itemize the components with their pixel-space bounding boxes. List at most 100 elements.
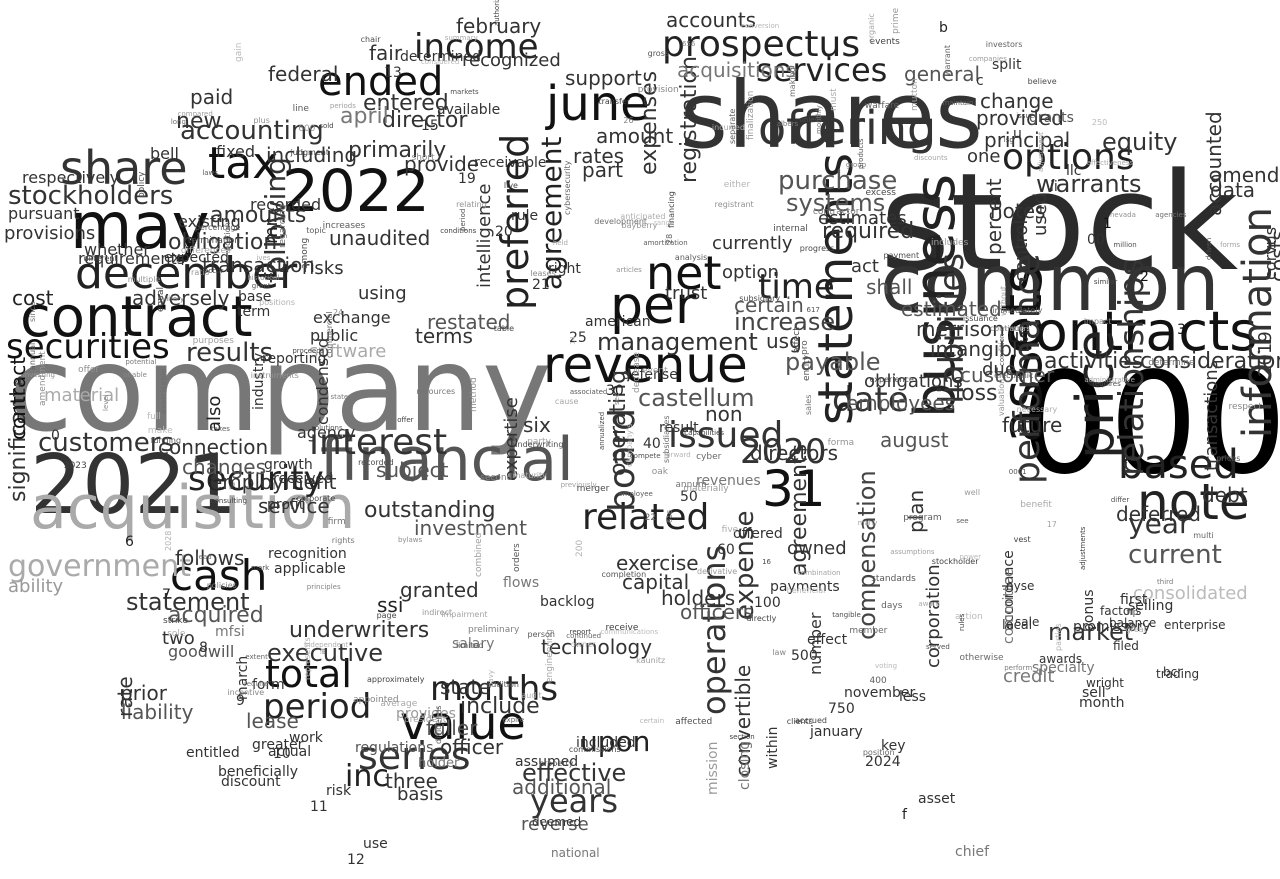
word-group: group — [845, 160, 867, 169]
word-person: person — [527, 629, 555, 639]
word-april: april — [340, 104, 389, 129]
word-effective: effective — [522, 759, 627, 787]
word-administrative: administrative — [1084, 375, 1135, 384]
word-consulting: consulting — [210, 497, 247, 506]
word-gain: gain — [233, 42, 244, 63]
word-lease: lease — [246, 709, 299, 733]
word-income: income — [414, 27, 539, 67]
word-option: option — [722, 262, 779, 283]
word-bayberry: bayberry — [621, 221, 658, 231]
word-payment: payment — [883, 251, 920, 261]
word-employee: employee — [618, 490, 653, 499]
word-selling: selling — [1128, 598, 1174, 614]
word-additional: additional — [512, 775, 612, 799]
word-resources: resources — [416, 387, 456, 397]
word-otherwise: otherwise — [959, 653, 1004, 664]
word-7: 7 — [162, 587, 171, 603]
word-make: make — [147, 426, 173, 437]
word-cost: cost — [12, 286, 54, 310]
word-shall: shall — [866, 275, 913, 299]
word-commissions: commissions — [568, 744, 621, 754]
word-consideration: consideration — [1140, 349, 1280, 374]
word-offering: offering — [758, 101, 937, 155]
word-underwriters: underwriters — [289, 618, 430, 643]
word-form: form — [252, 677, 285, 693]
word-plus: plus — [253, 115, 270, 125]
word-electronic: electronic — [994, 370, 1034, 380]
word-provides: provides — [396, 706, 456, 722]
word-recognition: recognition — [268, 546, 347, 562]
word-november: november — [844, 685, 916, 701]
word-chief: chief — [955, 844, 990, 860]
word-investors: investors — [985, 39, 1023, 49]
word-president: president — [403, 715, 447, 726]
word-annual: annual — [28, 342, 38, 371]
word-activities: activities — [1044, 349, 1144, 374]
word-2022: 2022 — [282, 157, 430, 225]
word-provisions: provisions — [4, 223, 96, 244]
word-upon: upon — [580, 725, 651, 758]
word-24: 24 — [332, 307, 344, 317]
word-warrants: warrants — [1036, 170, 1142, 198]
word-voting: voting — [875, 662, 898, 671]
word-among: among — [299, 237, 310, 269]
word-level: level — [102, 394, 111, 411]
word-contract: contract — [6, 356, 30, 440]
word-discounts: discounts — [914, 153, 948, 162]
word-requirements: requirements — [78, 249, 186, 268]
word-american: american — [585, 314, 651, 330]
word-2028: 2028 — [163, 530, 173, 551]
word-term: term — [237, 304, 271, 320]
word-laws: laws — [202, 168, 218, 177]
word-holder: holder — [418, 756, 460, 771]
word-risk: risk — [326, 783, 352, 799]
word-5: 5 — [88, 481, 97, 497]
word-recorded: recorded — [358, 458, 394, 468]
word-related: related — [582, 497, 710, 538]
word-must: must — [829, 88, 840, 112]
word-1: 1 — [1103, 216, 1112, 232]
word-22: 22 — [644, 512, 657, 523]
word-see: see — [956, 517, 969, 526]
word-terms: terms — [415, 324, 473, 348]
word-material: material — [44, 385, 120, 406]
word-august: august — [880, 428, 949, 452]
word-entitled: entitled — [186, 745, 240, 761]
word-certain: certain — [639, 716, 665, 725]
word-underwriting: underwriting — [512, 440, 564, 450]
word-prime: prime — [891, 7, 902, 34]
word-compete: compete — [629, 451, 661, 460]
word-systems: systems — [786, 189, 886, 217]
word-200: 200 — [575, 540, 586, 558]
word-nyse: nyse — [1006, 579, 1035, 593]
word-position: position — [862, 747, 895, 757]
word-beneficial: beneficial — [786, 585, 826, 595]
word-rules: rules — [957, 614, 966, 632]
word-employment: employment — [210, 470, 337, 494]
word-corvus: corvus — [1261, 226, 1280, 280]
word-table: table — [493, 323, 515, 333]
word-states: states — [330, 392, 352, 401]
word-may: may — [70, 190, 210, 264]
word-making: making — [788, 67, 798, 97]
word-grants: grants — [1029, 110, 1074, 126]
word-greater: greater — [252, 737, 304, 753]
word-historical: historical — [247, 274, 280, 283]
word-share: share — [60, 141, 188, 195]
word-positions: positions — [259, 297, 295, 307]
word-11: 11 — [310, 799, 328, 815]
word-differ: differ — [1110, 496, 1130, 505]
word-range: range — [653, 219, 675, 228]
word-government: government — [8, 549, 191, 584]
word-technology: technology — [541, 635, 653, 659]
word-loss: loss — [955, 381, 998, 406]
word-three: three — [385, 769, 438, 793]
word-flows: flows — [503, 575, 540, 591]
word-expire: expire — [502, 716, 525, 725]
word-trust: trust — [665, 283, 708, 304]
word-action: action — [955, 611, 983, 622]
word-tangible: tangible — [832, 610, 861, 619]
word-customers: customers — [38, 428, 174, 458]
word-first: first — [1120, 592, 1148, 608]
